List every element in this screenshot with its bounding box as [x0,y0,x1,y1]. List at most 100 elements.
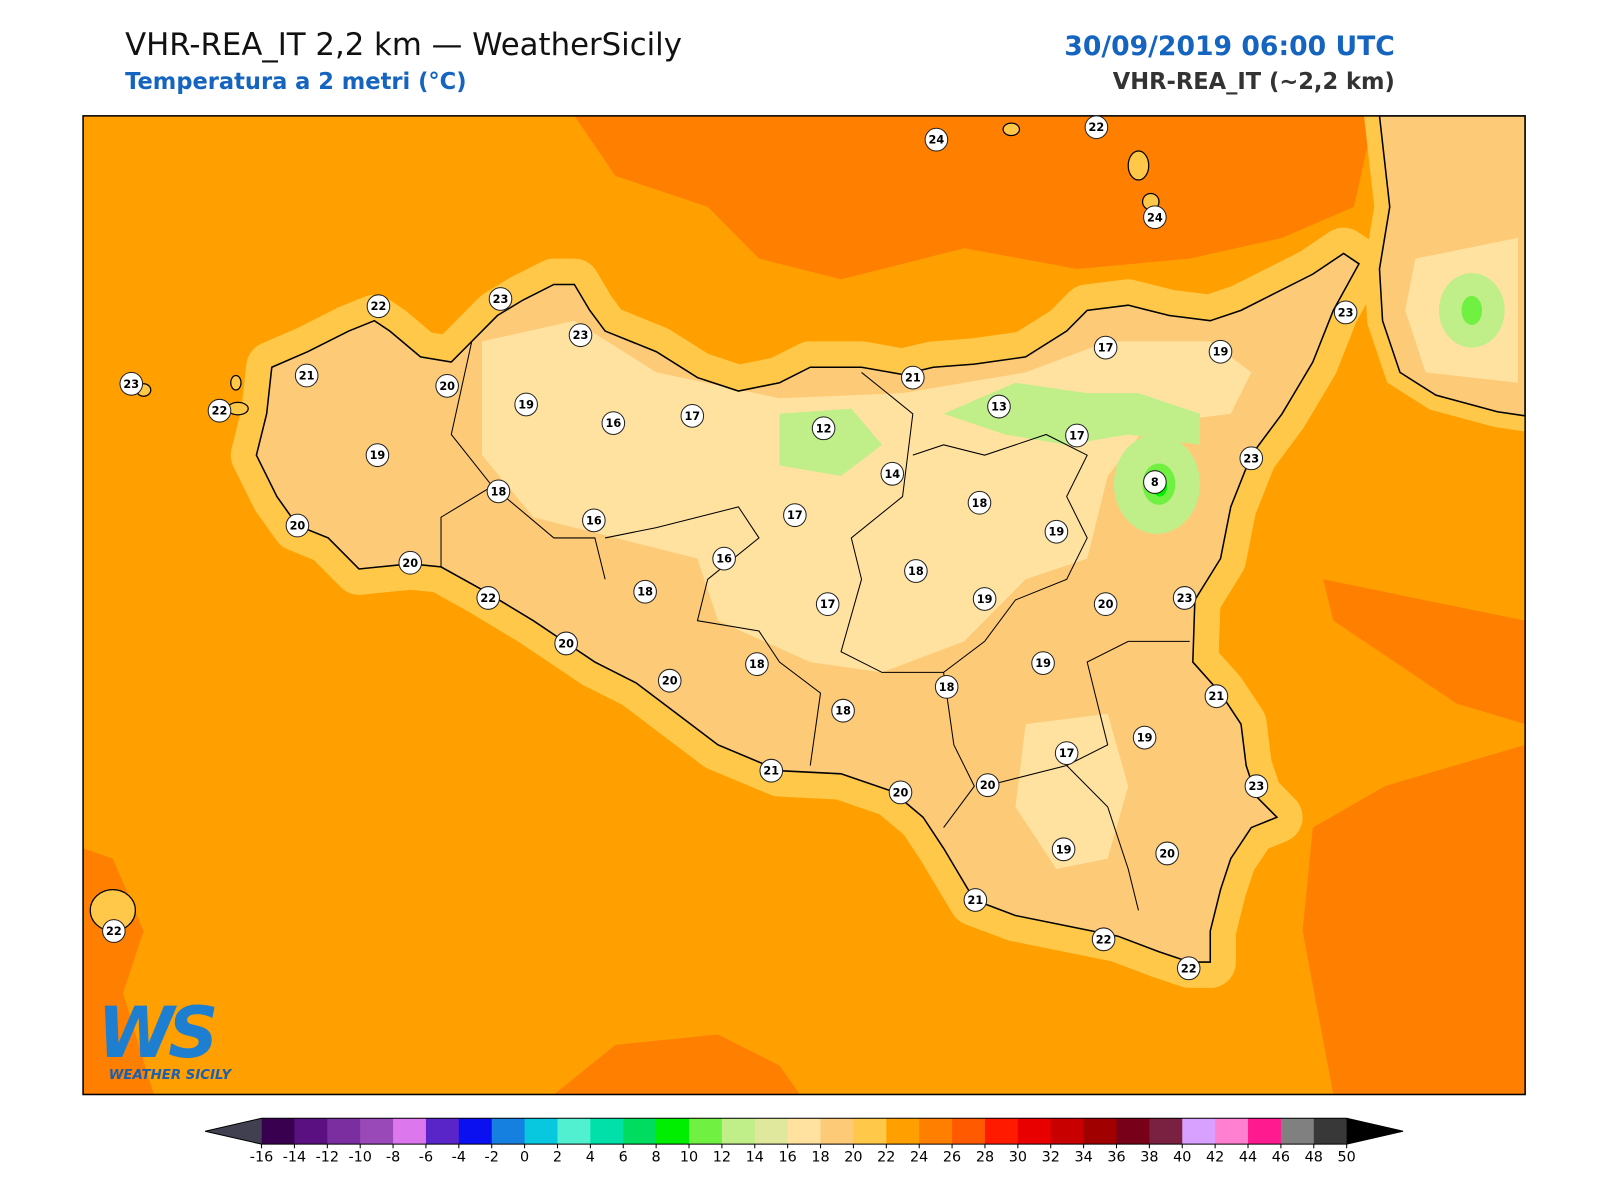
logo-name: WEATHER SICILY [109,1068,233,1083]
station-marker [924,127,949,152]
station-value: 17 [820,597,836,611]
title: VHR-REA_IT 2,2 km — WeatherSicily [125,27,682,63]
colorbar-segment [425,1118,460,1145]
station-value: 19 [370,448,386,462]
station-marker [582,508,606,533]
station-marker [1244,774,1269,799]
station-value: 13 [991,400,1007,414]
island [1127,150,1150,181]
colorbar-segment [1313,1118,1348,1145]
station-marker [1176,956,1201,981]
station: 20 [1093,592,1118,617]
station-marker [488,287,513,311]
station: 22 [1176,956,1201,981]
station-value: 23 [573,328,589,342]
station: 23 [1333,300,1358,325]
station: 21 [963,888,988,912]
station: 17 [815,592,840,617]
station-value: 16 [605,416,621,430]
station: 24 [1143,205,1167,230]
cool-area [943,382,1200,445]
colorbar-segment [689,1118,723,1145]
colorbar-tick-label: 30 [1009,1150,1027,1166]
station-marker [934,675,959,699]
station: 22 [476,586,500,610]
colorbar: -16 -14 -12 -10 -8 -6 -4 -2 0 2 4 6 8 10 12 14 16 18 20 22 2… [205,1117,1404,1166]
station: 17 [680,403,705,428]
station-marker [633,579,657,604]
station-value: 22 [1089,120,1105,134]
station-value: 20 [893,785,909,799]
colorbar-segment [491,1118,526,1145]
station-marker [975,773,1000,798]
colorbar-tick-label: 2 [553,1150,562,1166]
station: 18 [934,675,959,699]
station: 17 [783,503,807,528]
station-value: 17 [684,409,700,423]
sea-warm [553,1034,800,1095]
station-value: 23 [1177,591,1193,605]
station-value: 18 [835,704,851,718]
colorbar-tick-label: 12 [713,1150,731,1166]
colorbar-segment [1248,1118,1282,1145]
sea-warm [574,115,1375,280]
station: 20 [554,631,578,656]
station-value: 21 [763,764,779,778]
station-marker [1172,586,1197,610]
station-value: 21 [968,893,984,907]
station: 19 [972,587,997,611]
subtitle: Temperatura a 2 metri (°C) [125,69,466,95]
station-value: 23 [123,377,139,391]
station-value: 20 [1098,597,1114,611]
station-marker [554,631,578,656]
map-frame [82,115,1526,1096]
station: 21 [1204,684,1229,709]
station-marker [1208,339,1233,364]
station: 23 [1172,586,1197,610]
station: 18 [967,490,992,515]
colorbar-tick-label: -16 [250,1150,273,1166]
station-marker [476,586,500,610]
colorbar-segment [360,1118,394,1145]
colorbar-tick-label: 28 [976,1150,994,1166]
colorbar-segment [1017,1118,1052,1145]
colorbar-segment [1116,1118,1150,1145]
colorbar-tick-label: 40 [1173,1150,1191,1166]
station: 17 [1054,741,1079,765]
station: 14 [880,461,905,486]
colorbar-tick-label: 4 [586,1150,595,1166]
coastline [255,252,1360,963]
station-marker [207,398,232,423]
station: 20 [657,668,682,693]
colorbar-segment [1280,1118,1315,1145]
station: 23 [1239,446,1264,471]
colorbar-tick-label: 38 [1140,1150,1158,1166]
station-marker [1333,300,1358,325]
colorbar-tick-label: 34 [1074,1150,1092,1166]
station-value: 24 [929,133,945,147]
station-value: 19 [518,397,534,411]
sea-warm [1323,579,1526,725]
colorbar-tick-label: 8 [652,1150,661,1166]
station-value: 22 [212,404,228,418]
station-marker [1065,423,1089,448]
colorbar-tick-label: 32 [1042,1150,1060,1166]
station-value: 19 [1056,842,1072,856]
station-value: 8 [1151,475,1159,489]
station-marker [1132,725,1157,750]
station: 22 [207,398,232,423]
station: 23 [119,371,144,396]
colorbar-tick-label: 18 [811,1150,829,1166]
colorbar-segment [853,1118,887,1145]
station-value: 18 [939,680,955,694]
station-value: 22 [106,924,122,938]
aspromonte-cold [1461,295,1483,325]
colorbar-tick-label: 42 [1206,1150,1224,1166]
station-marker [1084,115,1109,140]
station-marker [712,546,736,571]
station-value: 21 [299,368,315,382]
station-value: 18 [749,657,765,671]
station-value: 23 [493,292,509,306]
